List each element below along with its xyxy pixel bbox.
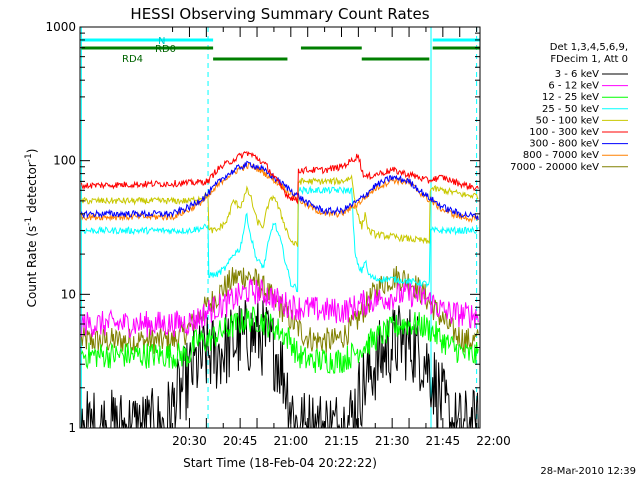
plot-area xyxy=(80,27,480,428)
legend-entry-label: 50 - 100 keV xyxy=(536,115,600,126)
x-tick-label: 21:30 xyxy=(375,434,410,448)
x-tick-label: 20:45 xyxy=(223,434,258,448)
legend-header-line-2: FDecim 1, Att 0 xyxy=(550,54,628,65)
y-tick-label: 100 xyxy=(53,154,76,168)
plot-frame xyxy=(79,26,481,429)
series-line-0 xyxy=(80,299,479,428)
x-tick-label: 21:45 xyxy=(426,434,461,448)
legend-entry-label: 12 - 25 keV xyxy=(542,92,599,103)
y-tick-label: 10 xyxy=(61,287,76,301)
series-line-5 xyxy=(80,151,479,205)
legend-header-line-1: Det 1,3,4,5,6,9, xyxy=(550,42,628,53)
x-axis: 20:30 20:45 21:00 21:15 21:30 21:45 22:00 xyxy=(172,27,511,448)
series-line-1 xyxy=(80,278,479,338)
x-tick-label: 21:15 xyxy=(324,434,359,448)
x-tick-label: 21:00 xyxy=(274,434,309,448)
series-line-4 xyxy=(80,174,479,247)
x-tick-label: 20:30 xyxy=(172,434,207,448)
y-tick-label: 1 xyxy=(68,421,76,435)
series-line-8 xyxy=(80,265,479,354)
legend-entry-label: 800 - 7000 keV xyxy=(523,150,599,161)
x-tick-label: 22:00 xyxy=(476,434,511,448)
series-line-2 xyxy=(80,306,479,374)
legend: Det 1,3,4,5,6,9, FDecim 1, Att 0 3 - 6 k… xyxy=(510,42,628,173)
legend-entry-label: 100 - 300 keV xyxy=(529,127,599,138)
legend-entry-label: 6 - 12 keV xyxy=(548,81,599,92)
flag-label-rd0: RD0 xyxy=(155,44,176,55)
x-axis-label: Start Time (18-Feb-04 20:22:22) xyxy=(183,456,377,470)
chart-title: HESSI Observing Summary Count Rates xyxy=(130,5,429,23)
legend-entry-label: 300 - 800 keV xyxy=(529,139,599,150)
flag-label-rd4: RD4 xyxy=(122,54,143,65)
series-line-3 xyxy=(80,185,479,293)
y-axis: 1 10 100 1000 xyxy=(45,20,480,435)
legend-entry-label: 7000 - 20000 keV xyxy=(510,162,599,173)
timestamp: 28-Mar-2010 12:39 xyxy=(540,466,636,477)
legend-entry-label: 3 - 6 keV xyxy=(555,69,599,80)
y-axis-label: Count Rate (s-1 detector-1) xyxy=(24,149,39,308)
legend-entry-label: 25 - 50 keV xyxy=(542,104,599,115)
y-tick-label: 1000 xyxy=(45,20,76,34)
series-line-6 xyxy=(80,160,479,220)
flag-label-n: N xyxy=(158,36,165,47)
